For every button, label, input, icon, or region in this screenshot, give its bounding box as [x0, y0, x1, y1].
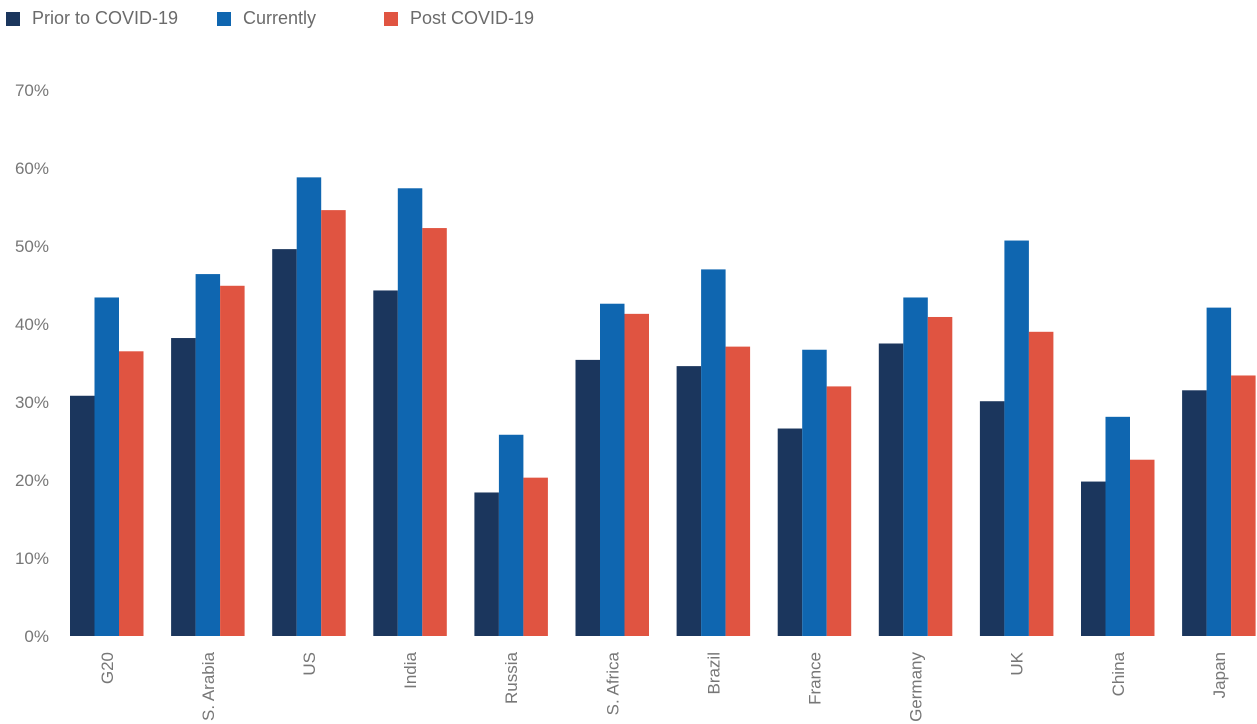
bar-us-series-2	[321, 210, 346, 636]
y-tick-label: 0%	[24, 627, 49, 646]
bar-japan-series-2	[1231, 375, 1256, 636]
y-tick-label: 20%	[15, 471, 49, 490]
bar-s-africa-series-2	[624, 313, 649, 636]
bar-germany-series-2	[927, 316, 953, 636]
x-category-label: China	[1109, 651, 1128, 696]
y-tick-label: 40%	[15, 315, 49, 334]
x-category-label: Russia	[502, 651, 521, 704]
bar-india-series-2	[422, 228, 447, 636]
bar-us-series-0	[272, 249, 297, 636]
bar-china-series-0	[1081, 481, 1106, 636]
x-category-label: S. Arabia	[199, 651, 218, 721]
bar-g20-series-0	[70, 395, 95, 636]
y-tick-label: 60%	[15, 159, 49, 178]
bar-us-series-1	[296, 177, 322, 637]
x-category-label: India	[401, 651, 420, 688]
bar-japan-series-0	[1182, 390, 1207, 636]
legend-item-prior: Prior to COVID-19	[6, 8, 178, 29]
bar-s-arabia-series-1	[195, 274, 221, 636]
legend-swatch-prior	[6, 11, 20, 26]
y-tick-label: 50%	[15, 237, 49, 256]
x-category-label: France	[805, 652, 824, 705]
bar-china-series-1	[1105, 416, 1130, 636]
bar-brazil-series-2	[725, 346, 751, 636]
x-category-label: Brazil	[704, 652, 723, 695]
bar-france-series-2	[826, 386, 852, 636]
bar-china-series-2	[1130, 459, 1155, 636]
x-category-label: S. Africa	[603, 651, 622, 715]
bar-japan-series-1	[1206, 307, 1232, 636]
bar-france-series-1	[802, 349, 827, 636]
legend-item-currently: Currently	[217, 8, 316, 29]
bar-germany-series-0	[878, 343, 904, 636]
x-category-label: US	[300, 652, 319, 676]
x-category-label: UK	[1008, 651, 1027, 675]
legend-label-prior: Prior to COVID-19	[32, 8, 179, 28]
bar-g20-series-2	[119, 351, 144, 636]
bar-india-series-1	[397, 188, 423, 636]
x-category-label: Japan	[1210, 652, 1229, 698]
bar-russia-series-2	[523, 477, 548, 636]
bar-s-arabia-series-2	[220, 285, 245, 636]
legend-label-currently: Currently	[243, 8, 317, 28]
bar-g20-series-1	[94, 297, 119, 636]
bar-uk-series-2	[1028, 331, 1054, 636]
bar-uk-series-1	[1004, 240, 1029, 637]
bar-s-africa-series-0	[575, 359, 600, 636]
bar-s-arabia-series-0	[171, 338, 196, 636]
legend-item-post: Post COVID-19	[384, 8, 534, 29]
legend-swatch-post	[384, 11, 398, 26]
y-tick-label: 10%	[15, 549, 49, 568]
y-tick-label: 70%	[15, 81, 49, 100]
bar-brazil-series-1	[701, 269, 726, 636]
legend-label-post: Post COVID-19	[410, 8, 535, 28]
bar-france-series-0	[777, 428, 803, 636]
bar-india-series-0	[373, 290, 398, 636]
bar-brazil-series-0	[676, 366, 702, 636]
bar-russia-series-1	[498, 434, 524, 636]
x-category-label: G20	[98, 652, 117, 684]
x-category-label: Germany	[907, 652, 926, 722]
legend-swatch-currently	[217, 11, 231, 26]
bar-germany-series-1	[903, 297, 928, 636]
bar-s-africa-series-1	[600, 303, 625, 636]
bar-uk-series-0	[979, 401, 1005, 636]
y-tick-label: 30%	[15, 393, 49, 412]
bar-russia-series-0	[474, 492, 499, 636]
